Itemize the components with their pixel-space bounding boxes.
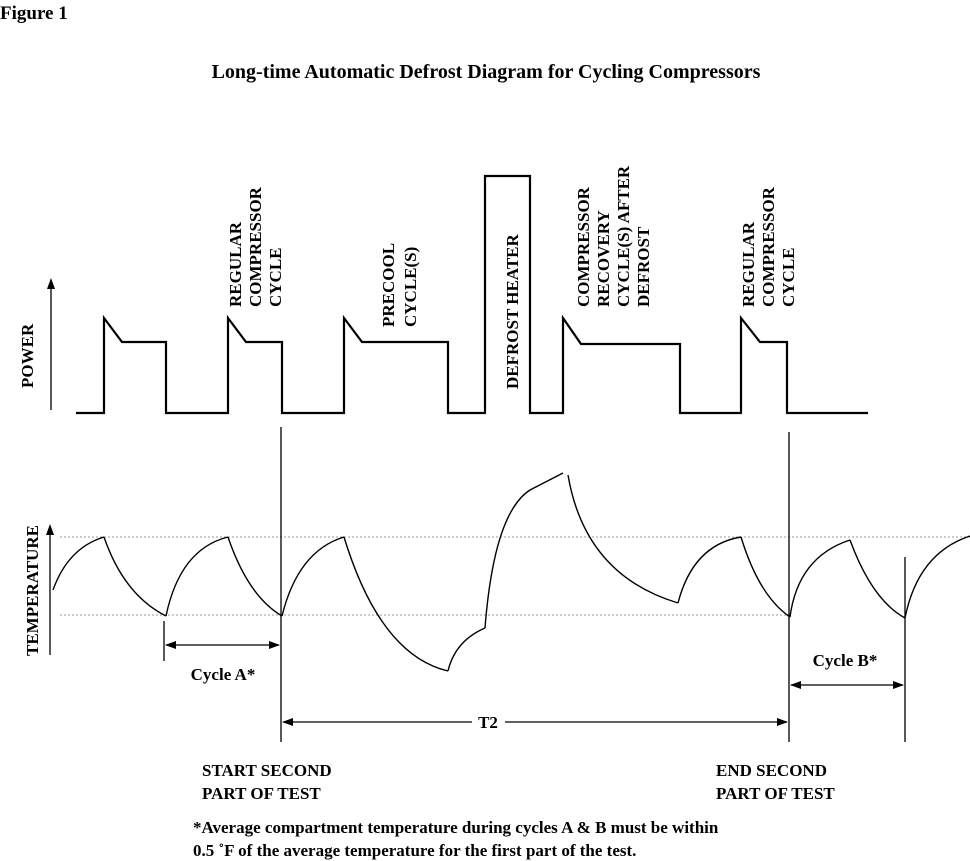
t2-interval: T2: [282, 713, 788, 732]
cycle-a-label: Cycle A*: [191, 665, 256, 684]
phase-label-regular-cycle-2: REGULAR COMPRESSOR CYCLE: [739, 183, 798, 307]
power-axis: POWER: [18, 278, 55, 410]
cycle-b-label: Cycle B*: [813, 651, 878, 670]
phase-label-precool: PRECOOL CYCLE(S): [379, 240, 420, 327]
temperature-axis: TEMPERATURE: [23, 524, 54, 656]
footnote-line-1: *Average compartment temperature during …: [193, 818, 719, 837]
footnote-line-2: 0.5 ˚F of the average temperature for th…: [193, 841, 636, 860]
temperature-trace: [52, 472, 970, 672]
phase-label-defrost-heater: DEFROST HEATER: [503, 234, 522, 389]
end-second-part-label: END SECOND PART OF TEST: [716, 761, 835, 803]
temperature-axis-label: TEMPERATURE: [23, 525, 42, 656]
diagram-title: Long-time Automatic Defrost Diagram for …: [212, 61, 761, 83]
power-trace: [76, 174, 868, 415]
cycle-a-interval: Cycle A*: [165, 641, 280, 684]
phase-label-regular-cycle-1: REGULAR COMPRESSOR CYCLE: [226, 183, 285, 307]
power-axis-label: POWER: [18, 323, 37, 388]
start-second-part-label: START SECOND PART OF TEST: [202, 761, 336, 803]
t2-label: T2: [478, 713, 498, 732]
cycle-b-interval: Cycle B*: [790, 651, 904, 689]
phase-label-recovery: COMPRESSOR RECOVERY CYCLE(S) AFTER DEFRO…: [574, 162, 653, 307]
figure-label: Figure 1: [0, 3, 68, 24]
